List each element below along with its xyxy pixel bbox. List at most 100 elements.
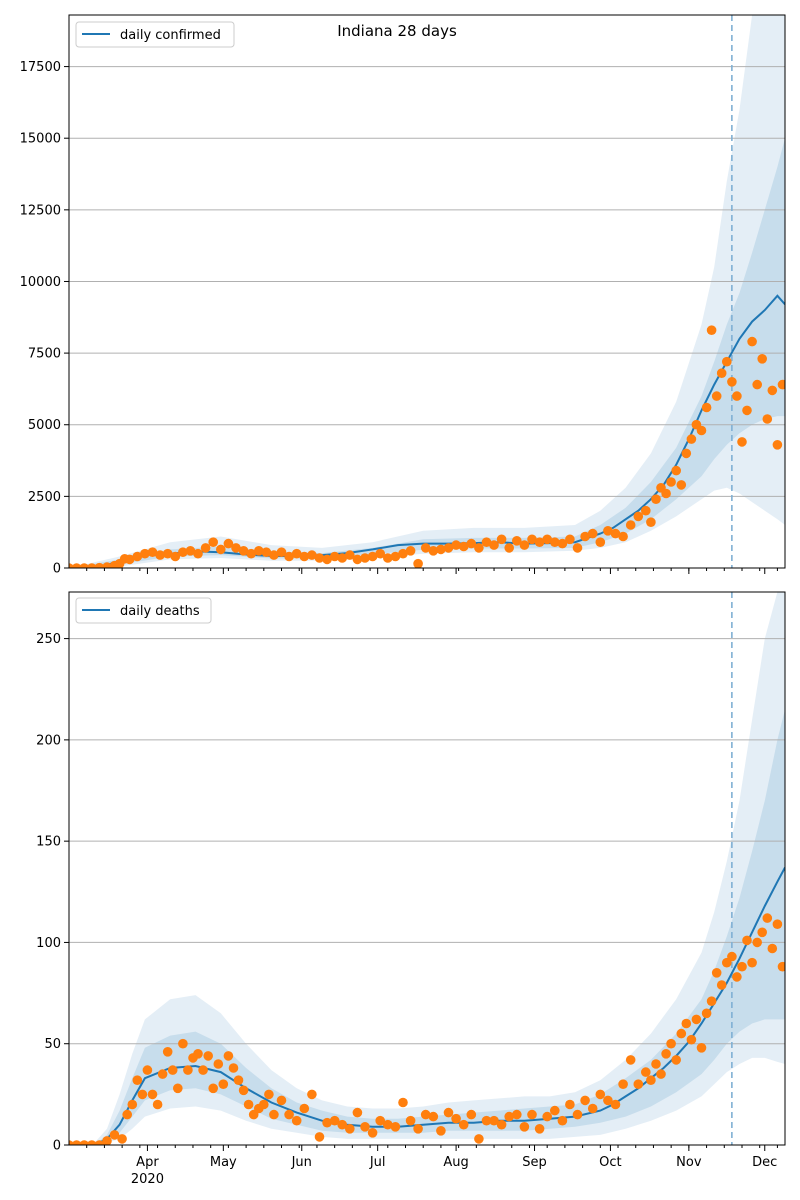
y-tick-label: 7500 xyxy=(28,347,61,362)
data-point xyxy=(398,548,408,559)
data-point xyxy=(762,414,773,424)
legend-label: daily confirmed xyxy=(120,28,221,43)
data-point xyxy=(127,1099,138,1110)
plot-content xyxy=(69,592,785,1145)
legend-box xyxy=(75,21,235,48)
data-point xyxy=(398,1097,408,1108)
data-point xyxy=(646,1075,656,1085)
data-point xyxy=(170,551,181,562)
data-point xyxy=(716,368,727,379)
data-point xyxy=(711,391,722,401)
data-point xyxy=(466,538,477,549)
data-point xyxy=(94,562,105,568)
data-point xyxy=(481,1115,492,1126)
data-point xyxy=(686,434,697,444)
data-point xyxy=(162,548,173,559)
y-tick-label: 15000 xyxy=(20,132,61,147)
data-point xyxy=(696,1043,707,1053)
data-point xyxy=(489,1115,499,1126)
data-point xyxy=(603,1095,613,1106)
data-point xyxy=(641,505,651,516)
data-point xyxy=(436,544,446,555)
data-point xyxy=(633,1079,644,1089)
data-point xyxy=(542,534,552,545)
y-tick-label: 100 xyxy=(36,936,61,951)
data-point xyxy=(299,1103,310,1114)
data-point xyxy=(420,543,431,553)
data-point xyxy=(375,1115,386,1126)
data-point xyxy=(405,1115,416,1126)
deaths-panel: 0 50 100 150 200 250 Apr 2020 May Jun Jul Aug Sep Oct… xyxy=(36,591,786,1187)
data-point xyxy=(603,526,613,536)
data-point xyxy=(595,1089,606,1100)
x-tick-label: Aug xyxy=(443,1155,468,1170)
data-point xyxy=(367,1128,378,1138)
x-tick-label: Jun xyxy=(291,1155,312,1170)
y-tick-label: 5000 xyxy=(28,418,61,433)
data-point xyxy=(375,548,386,559)
data-point xyxy=(383,553,393,563)
data-point xyxy=(481,537,492,547)
data-point xyxy=(413,1124,423,1134)
data-point xyxy=(512,536,522,546)
data-point xyxy=(231,543,241,553)
confirmed-panel: 0 2500 5000 7500 10000 12500 15000 17500 Indian… xyxy=(20,14,786,577)
data-point xyxy=(587,1103,598,1114)
data-point xyxy=(233,1075,244,1085)
data-point xyxy=(87,563,97,568)
data-point xyxy=(633,511,644,522)
data-point xyxy=(137,1089,148,1100)
data-point xyxy=(527,534,537,545)
data-point xyxy=(102,562,112,568)
data-point xyxy=(193,548,203,559)
deaths-legend: daily deaths xyxy=(75,597,212,624)
data-point xyxy=(496,534,507,545)
data-point xyxy=(742,405,752,416)
data-point xyxy=(223,538,234,549)
data-point xyxy=(284,1109,294,1120)
data-point xyxy=(651,1059,661,1069)
y-tick-label: 0 xyxy=(53,1139,61,1154)
x-tick-label: Apr xyxy=(136,1155,159,1170)
axes-frame xyxy=(68,591,786,1146)
chart-title: Indiana 28 days xyxy=(337,22,457,40)
data-point xyxy=(329,1115,340,1126)
data-point xyxy=(307,550,317,560)
data-point xyxy=(405,546,416,556)
data-point xyxy=(299,551,310,562)
x-tick-label: Sep xyxy=(522,1155,547,1170)
data-point xyxy=(216,544,226,555)
data-point xyxy=(322,554,332,565)
data-point xyxy=(565,534,575,545)
data-point xyxy=(661,488,671,499)
data-point xyxy=(458,541,469,552)
data-point xyxy=(345,550,355,560)
data-point xyxy=(223,1051,234,1061)
data-point xyxy=(185,546,196,556)
data-point xyxy=(565,1099,575,1110)
data-point xyxy=(767,385,778,396)
data-point xyxy=(413,558,423,568)
data-point xyxy=(243,1099,254,1110)
data-point xyxy=(732,391,742,401)
data-point xyxy=(337,553,348,563)
legend-label: daily deaths xyxy=(120,604,200,619)
x-tick-label: Dec xyxy=(752,1155,777,1170)
data-point xyxy=(183,1065,193,1075)
data-point xyxy=(504,1111,514,1122)
data-point xyxy=(383,1119,393,1130)
data-point xyxy=(269,550,279,560)
legend-box xyxy=(75,597,212,624)
y-tick-label: 50 xyxy=(44,1037,61,1052)
band-inner-area xyxy=(69,709,785,1145)
data-point xyxy=(140,548,150,559)
y-tick-label: 200 xyxy=(36,733,61,748)
data-point xyxy=(451,1113,461,1124)
data-point xyxy=(580,1095,590,1106)
data-point xyxy=(109,1130,120,1140)
data-point xyxy=(727,951,737,962)
data-point xyxy=(178,1038,188,1049)
data-point xyxy=(152,1099,163,1110)
data-point xyxy=(264,1089,274,1100)
data-point xyxy=(691,1014,702,1025)
